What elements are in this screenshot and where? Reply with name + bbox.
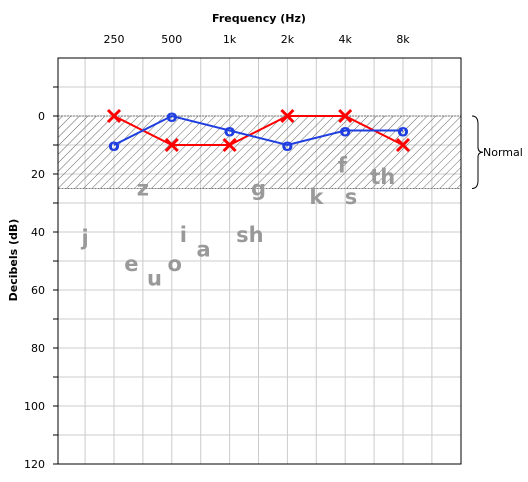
phoneme-label: i (180, 223, 187, 247)
phoneme-label: g (251, 177, 266, 201)
x-tick-label: 8k (396, 33, 410, 46)
x-axis-ticks: 250 500 1k 2k 4k 8k (104, 33, 411, 46)
data-point-o: o (166, 107, 178, 127)
data-point-x (164, 137, 179, 153)
y-tick-label: 40 (31, 226, 45, 239)
phoneme-label: th (370, 165, 395, 189)
grid (58, 58, 461, 464)
y-tick-label: 80 (31, 342, 45, 355)
phoneme-label: j (80, 226, 88, 250)
phoneme-label: k (309, 185, 324, 209)
phoneme-label: s (345, 185, 358, 209)
normal-band (57, 115, 462, 189)
phoneme-label: o (167, 252, 181, 276)
y-axis-ticks: 0 20 40 60 80 100 120 (24, 86, 58, 471)
y-tick-label: 120 (24, 458, 45, 471)
y-tick-label: 60 (31, 284, 45, 297)
y-tick-label: 20 (31, 168, 45, 181)
data-point-x (395, 137, 411, 153)
y-tick-label: 0 (38, 110, 45, 123)
data-point-o: o (397, 122, 409, 142)
phoneme-label: u (147, 266, 162, 290)
data-point-x (106, 108, 122, 124)
y-axis-title: Decibels (dB) (7, 219, 20, 302)
x-tick-label: 500 (161, 33, 182, 46)
data-point-o: o (339, 122, 351, 142)
x-axis-title: Frequency (Hz) (212, 12, 306, 25)
phoneme-label: sh (236, 223, 263, 247)
y-tick-label: 100 (24, 400, 45, 413)
x-tick-label: 1k (223, 33, 237, 46)
data-point-o: o (224, 122, 236, 142)
normal-band-label: Normal (483, 146, 523, 159)
data-point-o: o (108, 136, 120, 156)
series-line-x (113, 115, 404, 146)
data-point-o: o (282, 136, 294, 156)
series-group: o o o o o o (106, 107, 411, 156)
phoneme-label: z (137, 177, 149, 201)
x-tick-label: 4k (339, 33, 353, 46)
phoneme-label: f (338, 153, 348, 177)
data-point-x (338, 108, 353, 124)
data-point-x (280, 108, 295, 124)
data-point-x (222, 137, 237, 153)
phoneme-label: a (197, 237, 211, 261)
series-line-o (113, 114, 403, 147)
normal-brace (471, 115, 484, 189)
x-tick-label: 250 (104, 33, 125, 46)
x-tick-label: 2k (281, 33, 295, 46)
phoneme-label: e (124, 252, 138, 276)
